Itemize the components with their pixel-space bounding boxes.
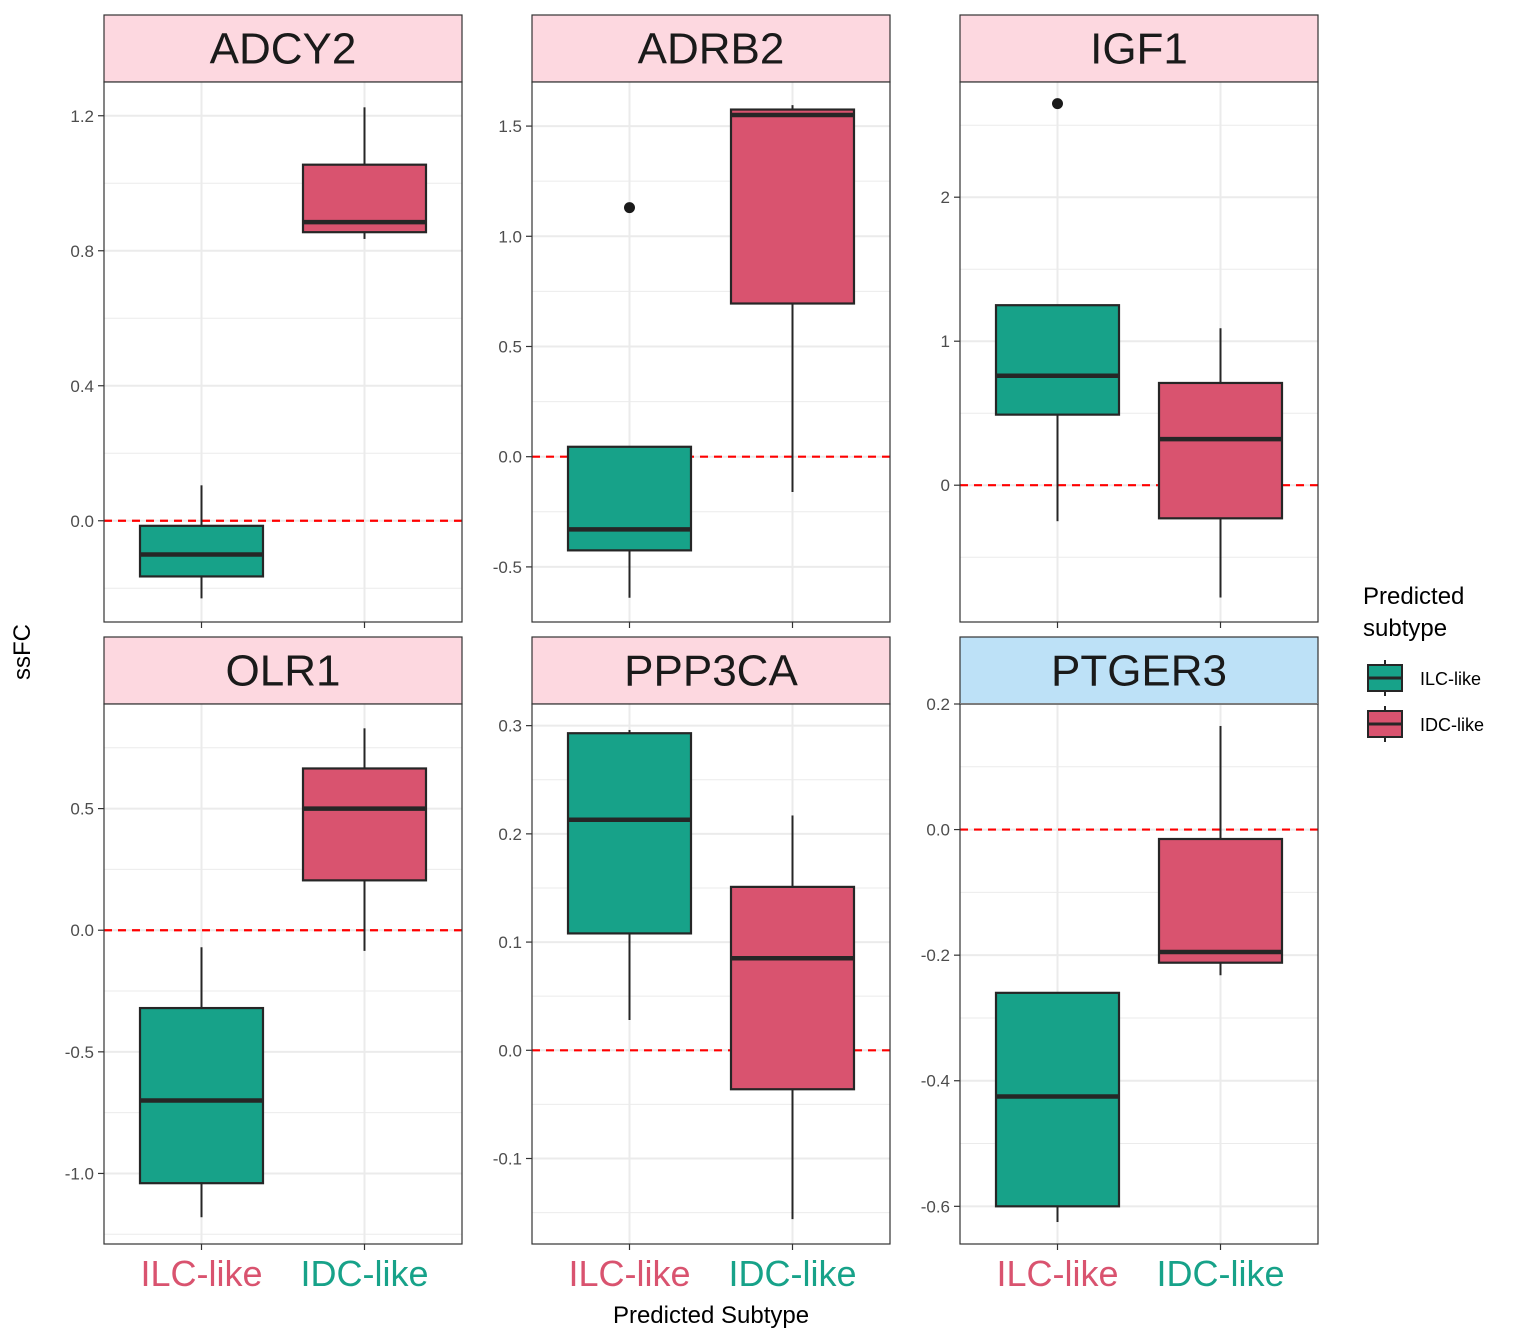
y-tick-label: 0.5 — [70, 800, 94, 819]
facet-strip — [959, 636, 1319, 705]
facet-title: ADRB2 — [638, 25, 785, 74]
x-category-label: IDC-like — [300, 1253, 428, 1294]
box-idc-like — [301, 728, 428, 951]
facet-strip — [103, 14, 463, 83]
facet-title: ADCY2 — [210, 25, 357, 74]
facet-title: OLR1 — [226, 647, 341, 696]
box-idc-like — [729, 105, 856, 492]
x-category-label: ILC-like — [140, 1253, 262, 1294]
y-tick-label: 1 — [941, 332, 950, 351]
y-tick-label: 0.8 — [70, 242, 94, 261]
facet-olr1: OLR1 -1.0 -0.5 0.0 0.5 ILC-like IDC-like — [65, 636, 463, 1294]
facet-strip — [531, 14, 891, 83]
y-tick-label: 1.5 — [498, 117, 522, 136]
y-tick-label: -1.0 — [65, 1164, 94, 1183]
box-idc-like — [1157, 328, 1284, 598]
facet-adrb2: ADRB2 -0.5 0.0 0.5 1.0 1.5 — [493, 14, 891, 628]
y-tick-label: 0.2 — [498, 825, 522, 844]
box-iqr — [566, 445, 693, 552]
y-tick-label: 0.5 — [498, 337, 522, 356]
box-iqr — [729, 885, 856, 1091]
legend-key-idc-like: IDC-like — [1367, 706, 1484, 742]
legend-key-ilc-like: ILC-like — [1367, 660, 1481, 696]
facet-title: IGF1 — [1090, 25, 1188, 74]
y-tick-label: 1.2 — [70, 107, 94, 126]
box-idc-like — [1157, 725, 1284, 976]
y-tick-label: 0.0 — [70, 512, 94, 531]
box-iqr — [994, 304, 1121, 416]
y-tick-label: -0.5 — [493, 558, 522, 577]
facet-title: PPP3CA — [624, 647, 798, 696]
box-iqr — [138, 1006, 265, 1185]
box-ilc-like — [138, 485, 265, 599]
y-axis-title: ssFC — [9, 624, 36, 680]
box-iqr — [301, 767, 428, 882]
box-iqr — [1157, 837, 1284, 964]
x-category-label: ILC-like — [568, 1253, 690, 1294]
x-category-label: IDC-like — [1156, 1253, 1284, 1294]
y-tick-label: 0.1 — [498, 933, 522, 952]
box-ilc-like — [994, 98, 1121, 522]
y-tick-label: -0.6 — [921, 1197, 950, 1216]
box-iqr — [1157, 381, 1284, 520]
box-ilc-like — [994, 991, 1121, 1223]
y-tick-label: -0.2 — [921, 946, 950, 965]
box-iqr — [566, 732, 693, 935]
legend-label: IDC-like — [1420, 715, 1484, 735]
box-idc-like — [729, 815, 856, 1220]
box-iqr — [994, 991, 1121, 1208]
box-ilc-like — [138, 947, 265, 1218]
facet-strip — [531, 636, 891, 705]
facet-strip — [103, 636, 463, 705]
box-ilc-like — [566, 202, 693, 598]
facet-title: PTGER3 — [1051, 647, 1227, 696]
y-tick-label: 2 — [941, 188, 950, 207]
y-tick-label: -0.4 — [921, 1072, 950, 1091]
legend-title-line: Predicted — [1363, 583, 1464, 610]
panel-border — [959, 703, 1319, 1245]
y-tick-label: 0.3 — [498, 717, 522, 736]
y-tick-label: 0.0 — [926, 821, 950, 840]
outlier-point — [1052, 98, 1063, 110]
x-axis-title: Predicted Subtype — [613, 1302, 809, 1329]
panel-border — [531, 703, 891, 1245]
facet-strip — [959, 14, 1319, 83]
y-tick-label: -0.5 — [65, 1043, 94, 1062]
legend-title-line: subtype — [1363, 615, 1447, 642]
box-idc-like — [301, 107, 428, 239]
facet-igf1: IGF1 0 1 2 — [941, 14, 1319, 628]
y-tick-label: 1.0 — [498, 227, 522, 246]
y-tick-label: 0.0 — [70, 921, 94, 940]
facet-adcy2: ADCY2 0.0 0.4 0.8 1.2 — [70, 14, 463, 628]
box-iqr — [138, 524, 265, 578]
panel-border — [959, 81, 1319, 623]
box-ilc-like — [566, 729, 693, 1020]
y-tick-label: 0 — [941, 476, 950, 495]
legend: Predicted subtype ILC-like IDC-like — [1363, 583, 1484, 742]
panel-border — [103, 81, 463, 623]
x-category-label: ILC-like — [996, 1253, 1118, 1294]
y-tick-label: 0.2 — [926, 695, 950, 714]
y-tick-label: 0.4 — [70, 377, 94, 396]
facet-ppp3ca: PPP3CA -0.1 0.0 0.1 0.2 0.3 ILC-like IDC-like — [493, 636, 891, 1294]
facet-panels: ADCY2 0.0 0.4 0.8 1.2 ADRB2 -0.5 0.0 0.5 1.0 1.5 IG… — [65, 14, 1319, 1294]
facet-ptger3: PTGER3 -0.6 -0.4 -0.2 0.0 0.2 ILC-like IDC-like — [921, 636, 1319, 1294]
panel-border — [103, 703, 463, 1245]
panel-border — [531, 81, 891, 623]
legend-label: ILC-like — [1420, 669, 1481, 689]
x-category-label: IDC-like — [728, 1253, 856, 1294]
y-tick-label: 0.0 — [498, 448, 522, 467]
y-tick-label: 0.0 — [498, 1041, 522, 1060]
outlier-point — [624, 202, 635, 214]
y-tick-label: -0.1 — [493, 1150, 522, 1169]
box-iqr — [729, 108, 856, 305]
